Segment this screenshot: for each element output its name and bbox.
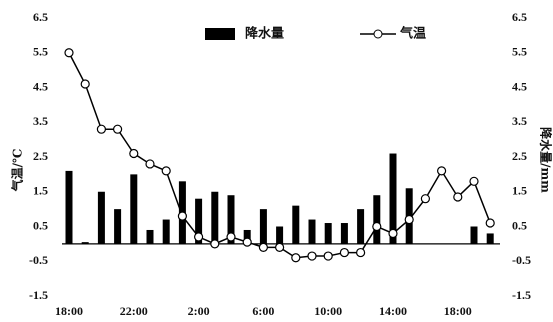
x-tick-label: 18:00 <box>55 304 83 318</box>
y2-tick-label: 5.5 <box>512 45 527 59</box>
bar <box>308 219 316 244</box>
y2-tick-label: 0.5 <box>512 218 527 232</box>
point <box>339 247 349 258</box>
point <box>372 221 382 232</box>
y2-tick-label: 6.5 <box>512 10 527 24</box>
point <box>80 79 90 89</box>
bar <box>276 226 284 244</box>
bar <box>373 195 381 244</box>
point <box>112 124 123 134</box>
point <box>420 194 430 204</box>
x-tick-label: 6:00 <box>252 304 274 318</box>
x-tick-label: 22:00 <box>120 304 148 318</box>
y2-tick-label: 3.5 <box>512 114 527 128</box>
y2-tick-label: 1.5 <box>512 184 527 198</box>
bar <box>97 191 105 244</box>
x-tick-label: 18:00 <box>444 304 472 318</box>
legend: 降水量 气温 <box>205 26 426 42</box>
bar <box>389 153 397 244</box>
bar <box>211 191 219 244</box>
bar <box>357 209 365 244</box>
bar <box>324 223 332 244</box>
point <box>388 228 398 239</box>
point <box>226 232 236 242</box>
bar <box>486 233 494 244</box>
point <box>194 232 204 242</box>
y-tick-label: 2.5 <box>33 149 48 163</box>
point <box>356 247 366 258</box>
bar <box>292 205 300 244</box>
legend-label: 降水量 <box>245 26 284 42</box>
point <box>291 253 301 263</box>
y2-tick-label: 2.5 <box>512 149 527 163</box>
point <box>453 192 463 202</box>
legend-marker <box>373 29 383 39</box>
point <box>145 159 155 169</box>
y-tick-label: 3.5 <box>33 114 48 128</box>
point <box>129 148 139 159</box>
point <box>242 237 252 247</box>
point <box>177 211 187 221</box>
bar <box>114 209 122 244</box>
point <box>323 251 333 261</box>
legend-label: 气温 <box>400 26 426 42</box>
y-tick-label: 6.5 <box>33 10 48 24</box>
point <box>64 48 74 58</box>
y-tick-label: 1.5 <box>33 184 48 198</box>
bar <box>227 195 235 244</box>
bar <box>81 242 89 244</box>
bar <box>243 229 251 244</box>
y2-tick-label: -0.5 <box>512 253 531 267</box>
bar <box>470 226 478 244</box>
x-tick-label: 10:00 <box>314 304 342 318</box>
y2-tick-label: 4.5 <box>512 79 527 93</box>
point <box>307 251 317 261</box>
x-tick-label: 14:00 <box>379 304 407 318</box>
y2-tick-label: -1.5 <box>512 288 531 302</box>
point <box>258 242 268 252</box>
y-tick-label: 0.5 <box>33 218 48 232</box>
point <box>469 176 479 186</box>
bar <box>340 223 348 244</box>
y2-axis-title: 降水量/mm <box>539 127 553 193</box>
point <box>96 124 107 134</box>
point <box>437 166 447 176</box>
bar <box>146 229 154 244</box>
bar <box>162 219 170 244</box>
point <box>404 214 414 225</box>
bar <box>130 174 138 244</box>
y-tick-label: 5.5 <box>33 45 48 59</box>
bar <box>195 198 203 244</box>
legend-swatch <box>205 28 235 40</box>
y-axis-title: 气温/℃ <box>10 149 25 193</box>
point <box>275 242 285 252</box>
y-tick-label: -0.5 <box>29 253 48 267</box>
bar <box>259 209 267 244</box>
bar <box>65 170 73 244</box>
point <box>210 239 220 249</box>
y-tick-label: -1.5 <box>29 288 48 302</box>
point <box>161 166 171 176</box>
point <box>485 218 495 228</box>
y-tick-label: 4.5 <box>33 79 48 93</box>
x-tick-label: 2:00 <box>188 304 210 318</box>
